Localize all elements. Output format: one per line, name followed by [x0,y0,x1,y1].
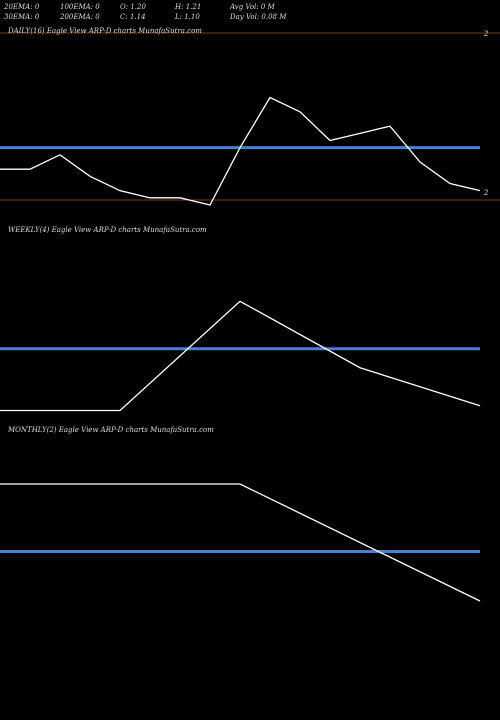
price-line [0,483,481,602]
header-stat: H: 1.21 [174,3,201,11]
price-line [0,96,481,206]
right-label: 2 [483,189,489,197]
panel-title: MONTHLY(2) Eagle View ARP-D charts Munaf… [7,426,214,434]
price-line [0,300,481,412]
header-stat: L: 1.10 [174,13,200,21]
header-stat: 200EMA: 0 [59,13,100,21]
header-stat: 30EMA: 0 [4,13,40,21]
header-stat: Day Vol: 0.08 M [229,13,287,21]
panel-title: WEEKLY(4) Eagle View ARP-D charts Munafa… [8,226,207,234]
header-stat: Avg Vol: 0 M [229,3,276,11]
header-stat: 20EMA: 0 [3,3,40,11]
right-label: 2 [483,30,489,38]
header-stat: C: 1.14 [120,13,146,21]
header-stat: 100EMA: 0 [60,3,100,11]
header-stat: O: 1.20 [120,3,146,11]
panel-title: DAILY(16) Eagle View ARP-D charts Munafa… [7,27,202,35]
